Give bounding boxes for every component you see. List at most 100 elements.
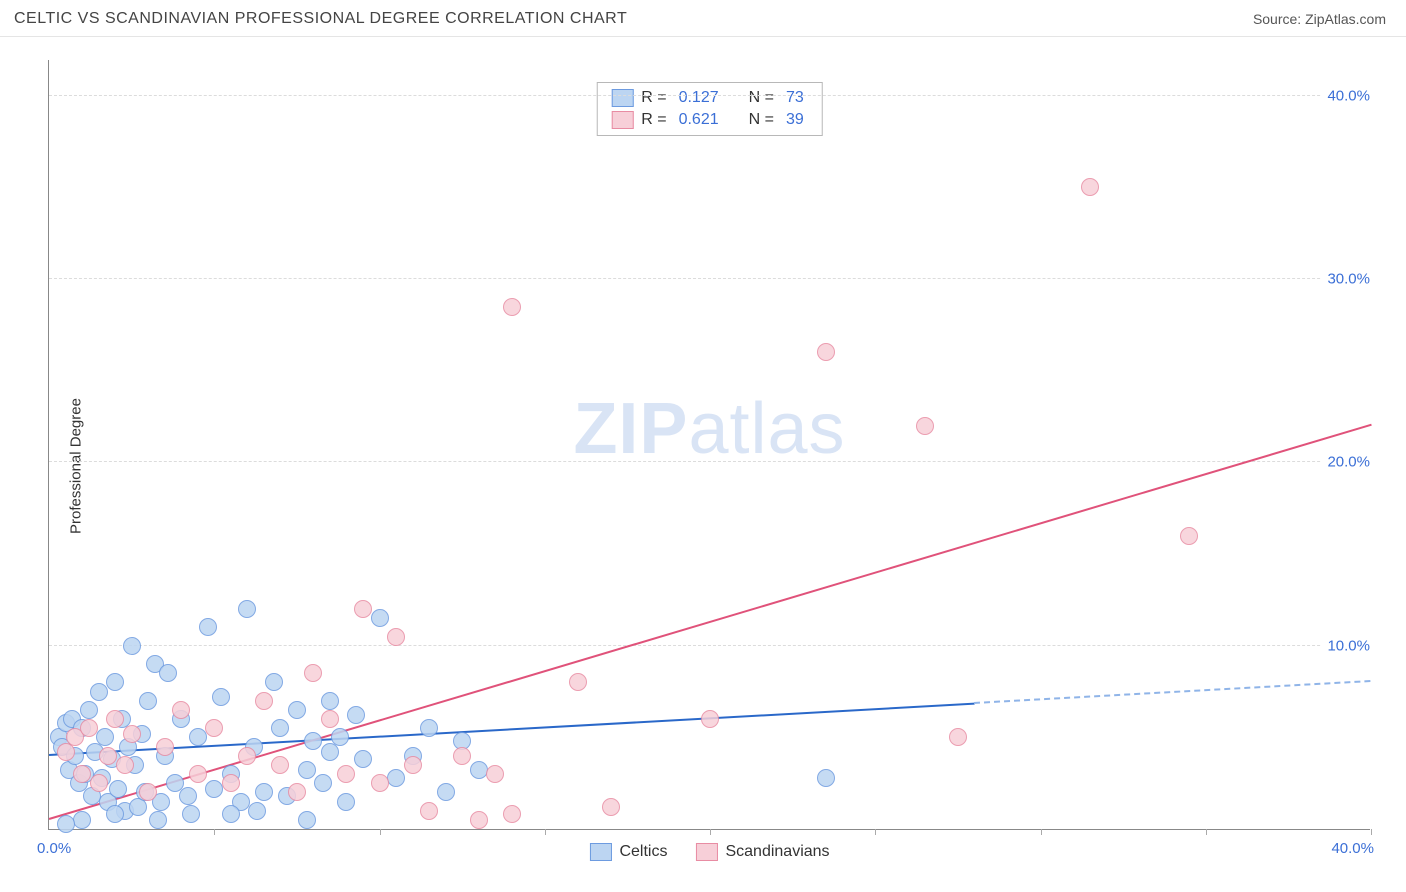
y-tick-label: 40.0%: [1321, 87, 1370, 104]
stat-label-r: R =: [641, 111, 666, 129]
data-point-scand: [80, 719, 98, 737]
y-tick-label: 20.0%: [1321, 454, 1370, 471]
data-point-celtics: [212, 688, 230, 706]
data-point-celtics: [265, 673, 283, 691]
stat-n-celtics: 73: [786, 89, 804, 107]
x-tick: [545, 829, 546, 835]
x-tick: [1371, 829, 1372, 835]
x-axis-max-label: 40.0%: [1331, 840, 1374, 857]
data-point-celtics: [470, 761, 488, 779]
gridline: [49, 278, 1370, 279]
plot-area: ZIPatlas R = 0.127 N = 73 R = 0.621 N = …: [48, 60, 1370, 830]
legend-item-scand: Scandinavians: [695, 843, 829, 861]
data-point-scand: [453, 747, 471, 765]
gridline: [49, 645, 1370, 646]
data-point-celtics: [159, 664, 177, 682]
data-point-celtics: [288, 701, 306, 719]
x-tick: [875, 829, 876, 835]
data-point-scand: [1180, 527, 1198, 545]
data-point-scand: [602, 798, 620, 816]
data-point-scand: [189, 765, 207, 783]
y-tick-label: 10.0%: [1321, 637, 1370, 654]
data-point-scand: [222, 774, 240, 792]
data-point-scand: [321, 710, 339, 728]
data-point-celtics: [123, 637, 141, 655]
data-point-celtics: [354, 750, 372, 768]
data-point-scand: [116, 756, 134, 774]
chart-header: CELTIC VS SCANDINAVIAN PROFESSIONAL DEGR…: [0, 0, 1406, 37]
data-point-scand: [503, 805, 521, 823]
legend-swatch-celtics: [589, 843, 611, 861]
data-point-scand: [99, 747, 117, 765]
data-point-scand: [271, 756, 289, 774]
data-point-celtics: [321, 743, 339, 761]
data-point-scand: [916, 417, 934, 435]
data-point-scand: [949, 728, 967, 746]
data-point-celtics: [139, 692, 157, 710]
data-point-scand: [404, 756, 422, 774]
data-point-scand: [288, 783, 306, 801]
data-point-scand: [238, 747, 256, 765]
swatch-scand: [611, 111, 633, 129]
data-point-celtics: [182, 805, 200, 823]
data-point-celtics: [387, 769, 405, 787]
source-attribution: Source: ZipAtlas.com: [1253, 11, 1386, 27]
stat-r-scand: 0.621: [679, 111, 719, 129]
trendline-celtics-ext: [974, 680, 1371, 704]
data-point-celtics: [371, 609, 389, 627]
data-point-celtics: [109, 780, 127, 798]
data-point-scand: [106, 710, 124, 728]
data-point-scand: [205, 719, 223, 737]
data-point-scand: [156, 738, 174, 756]
data-point-celtics: [96, 728, 114, 746]
data-point-celtics: [255, 783, 273, 801]
data-point-celtics: [149, 811, 167, 829]
stat-n-scand: 39: [786, 111, 804, 129]
watermark-light: atlas: [688, 389, 845, 469]
data-point-celtics: [271, 719, 289, 737]
stats-row-celtics: R = 0.127 N = 73: [597, 87, 822, 109]
stat-label-n: N =: [749, 111, 774, 129]
x-tick: [1206, 829, 1207, 835]
legend-label-celtics: Celtics: [619, 843, 667, 861]
data-point-celtics: [248, 802, 266, 820]
data-point-scand: [337, 765, 355, 783]
data-point-celtics: [106, 673, 124, 691]
data-point-celtics: [222, 805, 240, 823]
stat-r-celtics: 0.127: [679, 89, 719, 107]
gridline: [49, 95, 1370, 96]
data-point-scand: [90, 774, 108, 792]
data-point-scand: [503, 298, 521, 316]
data-point-celtics: [199, 618, 217, 636]
data-point-celtics: [347, 706, 365, 724]
chart-container: Professional Degree ZIPatlas R = 0.127 N…: [0, 40, 1406, 892]
data-point-scand: [470, 811, 488, 829]
data-point-celtics: [179, 787, 197, 805]
data-point-celtics: [189, 728, 207, 746]
stats-row-scand: R = 0.621 N = 39: [597, 109, 822, 131]
stat-label-r: R =: [641, 89, 666, 107]
data-point-celtics: [420, 719, 438, 737]
chart-title: CELTIC VS SCANDINAVIAN PROFESSIONAL DEGR…: [14, 10, 627, 28]
y-tick-label: 30.0%: [1321, 271, 1370, 288]
data-point-scand: [354, 600, 372, 618]
data-point-celtics: [90, 683, 108, 701]
x-tick: [710, 829, 711, 835]
x-tick: [1041, 829, 1042, 835]
x-tick: [214, 829, 215, 835]
data-point-celtics: [57, 815, 75, 833]
data-point-celtics: [106, 805, 124, 823]
data-point-celtics: [238, 600, 256, 618]
data-point-celtics: [298, 761, 316, 779]
data-point-celtics: [337, 793, 355, 811]
data-point-scand: [420, 802, 438, 820]
data-point-celtics: [80, 701, 98, 719]
gridline: [49, 461, 1370, 462]
data-point-celtics: [314, 774, 332, 792]
data-point-scand: [817, 343, 835, 361]
data-point-scand: [172, 701, 190, 719]
data-point-celtics: [298, 811, 316, 829]
data-point-scand: [371, 774, 389, 792]
data-point-scand: [1081, 178, 1099, 196]
data-point-scand: [123, 725, 141, 743]
